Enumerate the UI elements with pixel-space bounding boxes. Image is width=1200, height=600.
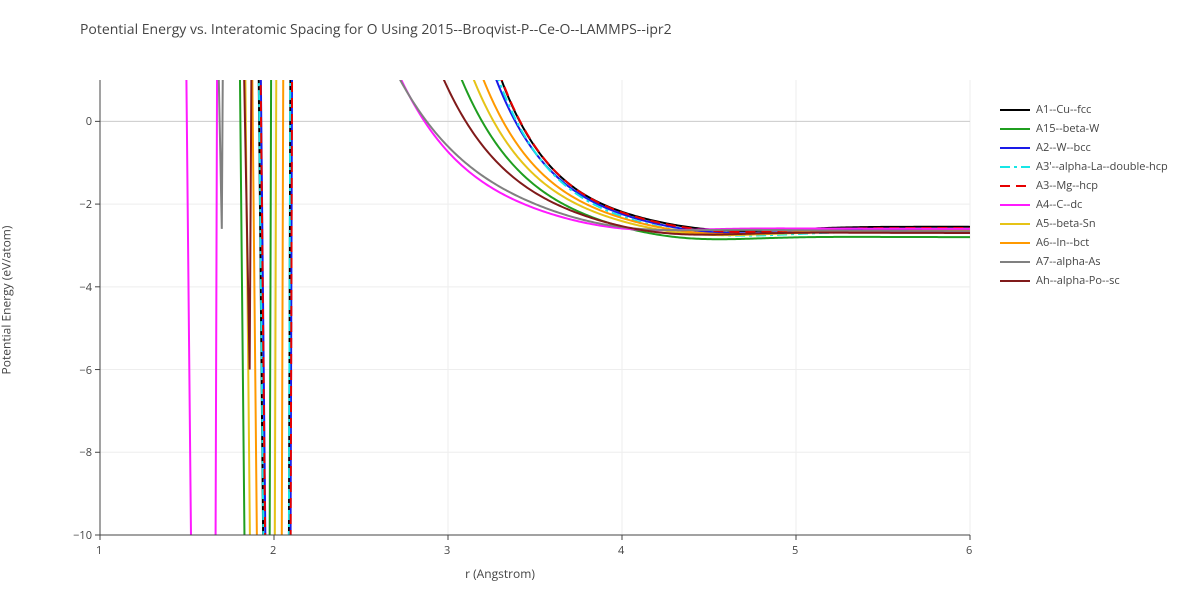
legend-swatch bbox=[1000, 142, 1030, 154]
legend-item[interactable]: A6--In--bct bbox=[1000, 233, 1168, 252]
legend-swatch bbox=[1000, 161, 1030, 173]
x-tick-label: 2 bbox=[270, 543, 276, 558]
y-tick-label: −6 bbox=[79, 363, 92, 378]
legend-item[interactable]: A15--beta-W bbox=[1000, 119, 1168, 138]
x-tick-label: 1 bbox=[96, 543, 102, 558]
chart-title: Potential Energy vs. Interatomic Spacing… bbox=[80, 20, 672, 39]
legend-label: A6--In--bct bbox=[1036, 235, 1089, 250]
y-tick-label: −10 bbox=[73, 528, 92, 543]
legend-swatch bbox=[1000, 180, 1030, 192]
legend-item[interactable]: Ah--alpha-Po--sc bbox=[1000, 271, 1168, 290]
y-tick-label: 0 bbox=[86, 114, 92, 129]
legend-item[interactable]: A3--Mg--hcp bbox=[1000, 176, 1168, 195]
x-axis-label: r (Angstrom) bbox=[0, 565, 1000, 582]
legend-swatch bbox=[1000, 104, 1030, 116]
legend-item[interactable]: A3'--alpha-La--double-hcp bbox=[1000, 157, 1168, 176]
x-tick-label: 3 bbox=[444, 543, 450, 558]
legend-label: A1--Cu--fcc bbox=[1036, 102, 1091, 117]
legend-label: A5--beta-Sn bbox=[1036, 216, 1096, 231]
y-tick-label: −8 bbox=[79, 445, 92, 460]
y-tick-label: −2 bbox=[79, 197, 92, 212]
x-tick-label: 5 bbox=[792, 543, 798, 558]
legend-swatch bbox=[1000, 199, 1030, 211]
legend-label: A3'--alpha-La--double-hcp bbox=[1036, 159, 1168, 174]
legend-item[interactable]: A1--Cu--fcc bbox=[1000, 100, 1168, 119]
legend[interactable]: A1--Cu--fcc A15--beta-W A2--W--bcc A3'--alp… bbox=[1000, 100, 1168, 290]
y-axis-label: Potential Energy (eV/atom) bbox=[0, 226, 15, 375]
legend-item[interactable]: A7--alpha-As bbox=[1000, 252, 1168, 271]
legend-item[interactable]: A4--C--dc bbox=[1000, 195, 1168, 214]
legend-swatch bbox=[1000, 237, 1030, 249]
legend-item[interactable]: A2--W--bcc bbox=[1000, 138, 1168, 157]
x-tick-label: 6 bbox=[966, 543, 972, 558]
potential-energy-chart: Potential Energy vs. Interatomic Spacing… bbox=[0, 0, 1200, 600]
legend-label: A3--Mg--hcp bbox=[1036, 178, 1098, 193]
legend-label: A2--W--bcc bbox=[1036, 140, 1091, 155]
legend-item[interactable]: A5--beta-Sn bbox=[1000, 214, 1168, 233]
legend-swatch bbox=[1000, 123, 1030, 135]
legend-label: Ah--alpha-Po--sc bbox=[1036, 273, 1120, 288]
legend-label: A4--C--dc bbox=[1036, 197, 1082, 212]
legend-swatch bbox=[1000, 256, 1030, 268]
legend-label: A15--beta-W bbox=[1036, 121, 1099, 136]
x-tick-label: 4 bbox=[618, 543, 624, 558]
y-tick-label: −4 bbox=[79, 280, 92, 295]
plot-area bbox=[0, 0, 1200, 600]
legend-swatch bbox=[1000, 275, 1030, 287]
legend-swatch bbox=[1000, 218, 1030, 230]
legend-label: A7--alpha-As bbox=[1036, 254, 1101, 269]
